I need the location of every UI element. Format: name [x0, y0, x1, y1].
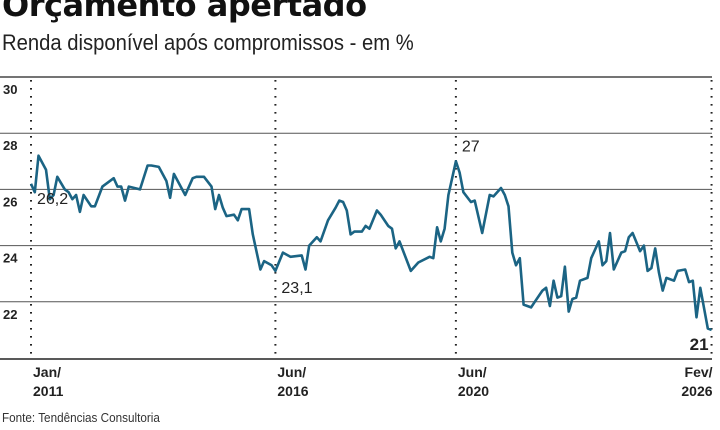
x-tick-label: 2016	[277, 383, 308, 399]
x-tick-label: Jun/	[458, 364, 487, 380]
y-tick-label: 22	[3, 307, 17, 322]
x-tick-label: 2011	[33, 383, 64, 399]
y-tick-label: 24	[3, 251, 18, 266]
x-tick-label: 2026	[681, 383, 712, 399]
x-tick-label: 2020	[458, 383, 489, 399]
x-tick-label: Fev/	[685, 364, 713, 380]
chart-subtitle: Renda disponível após compromissos - em …	[2, 30, 414, 55]
x-tick-label: Jan/	[33, 364, 61, 380]
x-tick-label: Jun/	[277, 364, 306, 380]
data-label: 26,2	[37, 191, 68, 208]
data-label: 27	[462, 138, 480, 155]
chart-title: Orçamento apertado	[2, 0, 367, 24]
series-line	[29, 154, 713, 332]
y-tick-label: 30	[3, 82, 17, 97]
y-tick-label: 26	[3, 194, 17, 209]
y-tick-label: 28	[3, 138, 17, 153]
data-label: 21	[690, 335, 709, 354]
data-label: 23,1	[281, 280, 312, 297]
source-note: Fonte: Tendências Consultoria	[2, 410, 160, 425]
